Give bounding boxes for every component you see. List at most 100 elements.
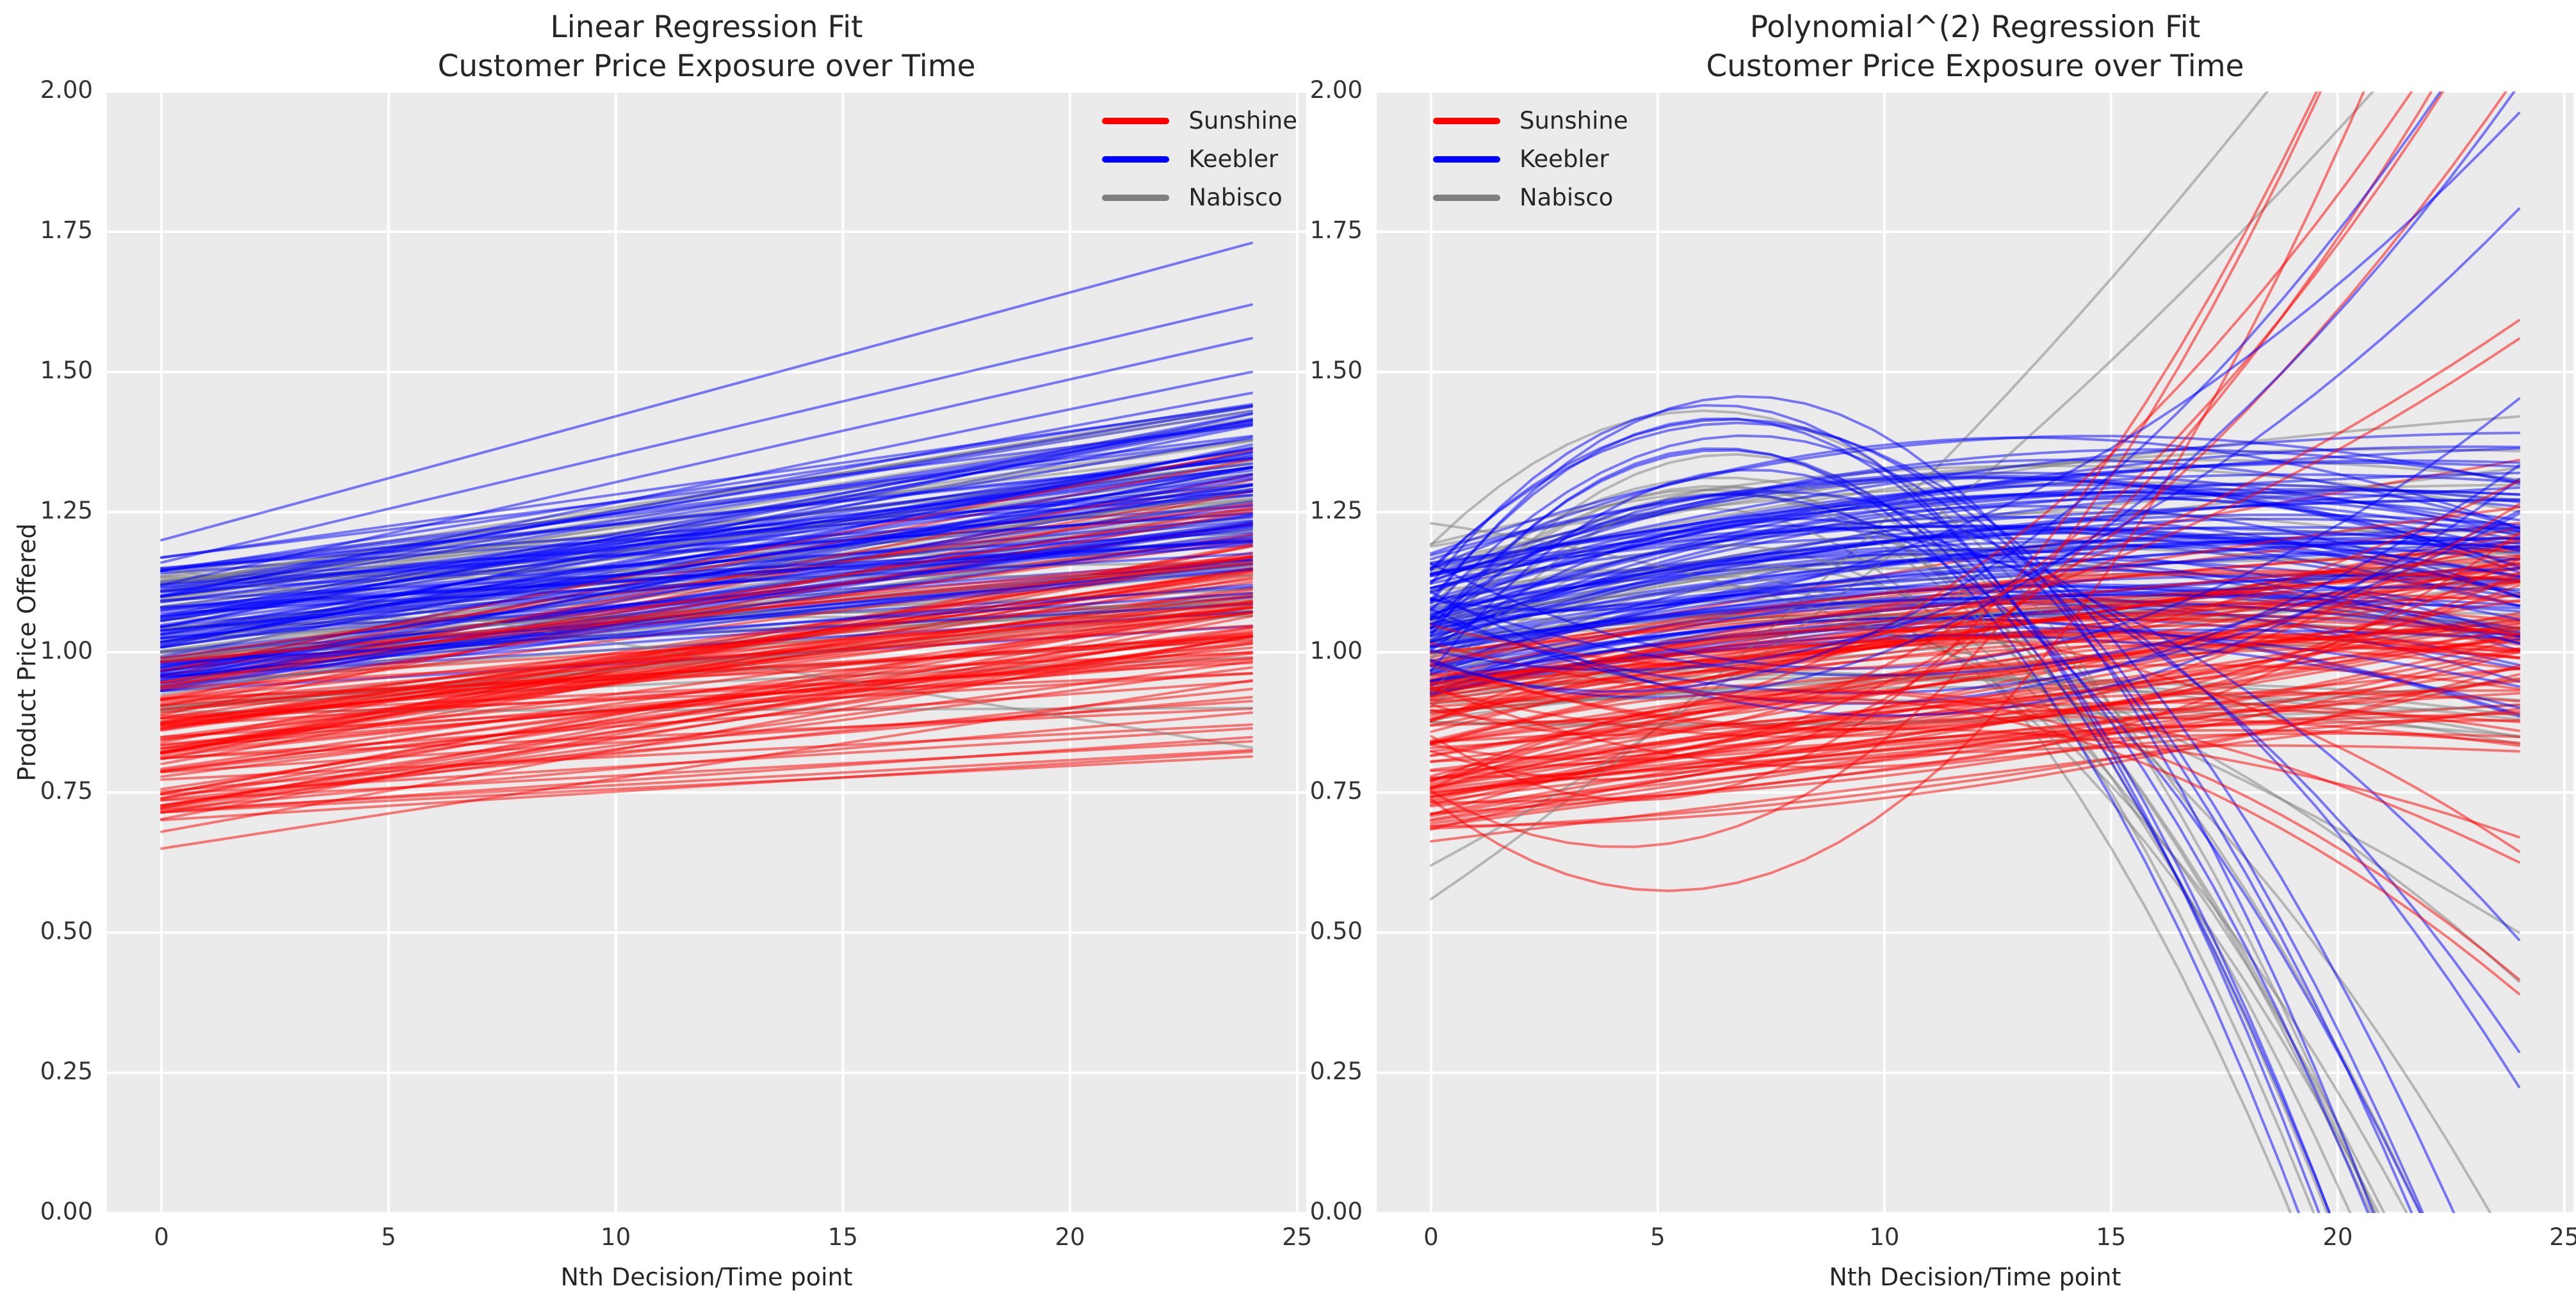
regression-line — [1430, 548, 2520, 637]
regression-line — [1430, 92, 2322, 848]
regression-line — [160, 567, 1253, 730]
y-tick-label: 1.50 — [40, 357, 93, 384]
regression-line — [160, 472, 1253, 636]
y-tick-label: 0.75 — [1309, 777, 1363, 805]
regression-line — [1430, 92, 2442, 693]
regression-line — [160, 422, 1253, 620]
regression-line — [1430, 431, 2520, 578]
regression-line — [160, 672, 1253, 720]
regression-line — [160, 502, 1253, 660]
regression-line — [1430, 207, 2520, 672]
regression-line — [1430, 504, 2520, 642]
regression-line — [160, 507, 1253, 688]
regression-line — [1430, 436, 2520, 570]
regression-line — [160, 642, 1253, 807]
regression-line — [160, 680, 1253, 760]
regression-line — [1430, 549, 2520, 691]
legend-line-keebler — [1433, 156, 1500, 163]
regression-line — [1430, 581, 2520, 753]
x-tick-label: 15 — [2096, 1223, 2126, 1251]
right-panel-title-line1: Polynomial^(2) Regression Fit — [1749, 10, 2201, 45]
regression-line — [1430, 664, 2520, 828]
regression-line — [1430, 490, 2520, 1088]
x-tick-label: 10 — [1869, 1223, 1900, 1251]
regression-line — [1430, 92, 2433, 781]
regression-line — [1430, 727, 2520, 839]
x-tick-label: 25 — [2549, 1223, 2576, 1251]
legend-line-nabisco — [1433, 194, 1500, 201]
legend-line-keebler — [1102, 156, 1170, 163]
regression-line — [1430, 503, 2520, 731]
left-panel-title-line2: Customer Price Exposure over Time — [437, 49, 976, 84]
regression-line — [1430, 491, 2520, 576]
regression-line — [160, 711, 1253, 810]
regression-line — [160, 606, 1253, 711]
regression-line — [160, 466, 1253, 598]
legend-label: Keebler — [1519, 145, 1609, 173]
y-tick-label: 1.00 — [1309, 637, 1363, 664]
regression-line — [1430, 558, 2520, 739]
y-tick-label: 0.00 — [1309, 1198, 1363, 1225]
x-tick-label: 15 — [827, 1223, 858, 1251]
regression-line — [1430, 92, 2365, 892]
regression-line — [160, 634, 1253, 833]
regression-line — [1430, 517, 2520, 1053]
y-tick-label: 2.00 — [40, 76, 93, 104]
legend-line-sunshine — [1102, 117, 1170, 124]
regression-line — [1430, 464, 2520, 705]
y-tick-label: 1.25 — [40, 497, 93, 524]
right-panel-title: Polynomial^(2) Regression Fit Customer P… — [1377, 8, 2573, 86]
y-tick-label: 0.75 — [40, 777, 93, 805]
y-tick-label: 0.25 — [40, 1058, 93, 1085]
regression-line — [1430, 689, 2520, 801]
x-tick-label: 5 — [1650, 1223, 1665, 1251]
regression-line — [160, 606, 1253, 741]
regression-line — [160, 539, 1253, 602]
regression-line — [1430, 636, 2520, 745]
legend-item-keebler: Keebler — [1102, 145, 1297, 173]
regression-line — [1430, 680, 2520, 823]
legend-label: Nabisco — [1188, 184, 1283, 211]
legend-label: Keebler — [1188, 145, 1279, 173]
left-panel-legend: Sunshine Keebler Nabisco — [1102, 107, 1297, 211]
regression-line — [1430, 539, 2520, 603]
regression-line — [160, 568, 1253, 672]
regression-line — [160, 241, 1253, 542]
regression-line — [1430, 458, 2520, 595]
y-tick-label: 2.00 — [1309, 76, 1363, 104]
regression-line — [1430, 512, 2520, 695]
regression-line — [160, 672, 1253, 739]
y-tick-label: 0.50 — [40, 917, 93, 945]
regression-line — [1430, 513, 2520, 643]
regression-line — [1430, 510, 2520, 677]
legend-line-nabisco — [1102, 194, 1170, 201]
left-plot-area — [107, 92, 1306, 1213]
regression-line — [1430, 532, 2520, 769]
regression-line — [160, 750, 1253, 822]
left-panel-title-line1: Linear Regression Fit — [550, 10, 863, 45]
x-tick-label: 5 — [381, 1223, 396, 1251]
regression-line — [1430, 319, 2520, 712]
y-tick-label: 0.25 — [1309, 1058, 1363, 1085]
regression-line — [1430, 572, 2520, 730]
regression-line — [160, 423, 1253, 559]
regression-line — [160, 679, 1253, 850]
y-tick-label: 0.50 — [1309, 917, 1363, 945]
x-tick-label: 0 — [1423, 1223, 1439, 1251]
left-panel-title: Linear Regression Fit Customer Price Exp… — [107, 8, 1306, 86]
regression-line — [160, 337, 1253, 586]
regression-line — [1430, 449, 2331, 1213]
legend-label: Nabisco — [1519, 184, 1614, 211]
y-tick-label: 1.75 — [1309, 216, 1363, 244]
legend-label: Sunshine — [1188, 107, 1297, 134]
regression-line — [1430, 522, 2520, 934]
regression-line — [1430, 506, 2520, 697]
legend-line-sunshine — [1433, 117, 1500, 124]
right-plot-area — [1377, 92, 2573, 1213]
regression-line — [160, 449, 1253, 673]
regression-line — [160, 510, 1253, 707]
regression-line — [160, 646, 1253, 755]
regression-line — [1430, 732, 2520, 817]
regression-line — [160, 624, 1253, 690]
right-panel-legend: Sunshine Keebler Nabisco — [1433, 107, 1628, 211]
